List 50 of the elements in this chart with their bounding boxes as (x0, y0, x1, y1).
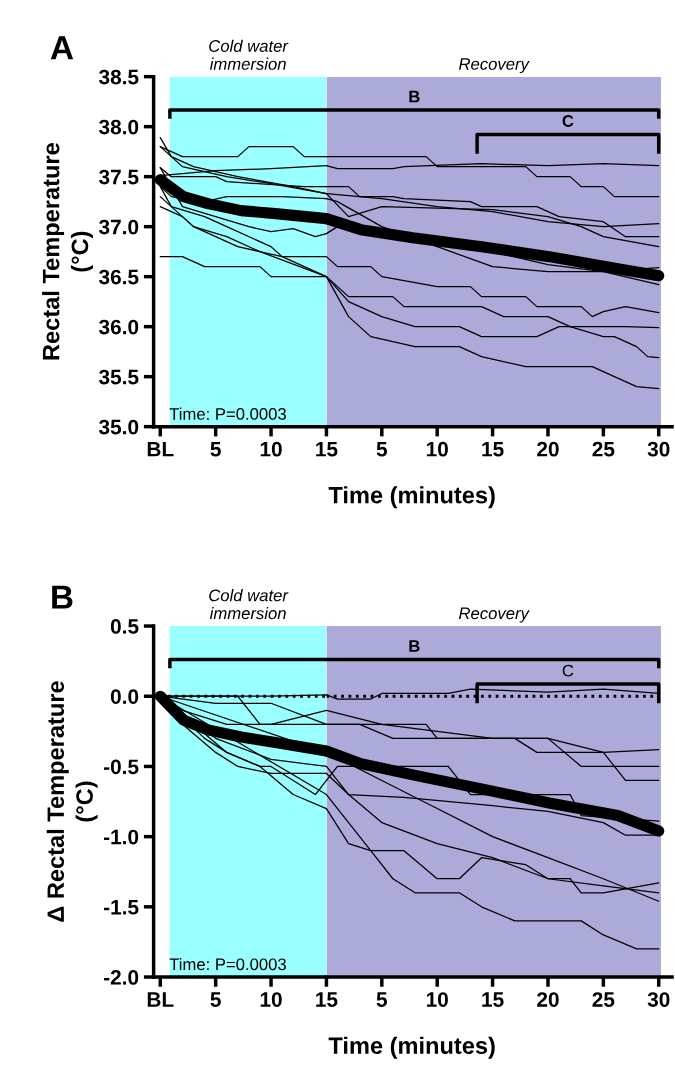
x-tick-label: 25 (592, 992, 615, 1007)
x-tick-label: 10 (426, 441, 448, 457)
annotation: C (562, 664, 574, 677)
y-tick-label: -1.0 (103, 829, 139, 845)
chart-title: B (52, 585, 73, 609)
y-tick-label: 36.5 (98, 269, 139, 285)
y-axis-title: Δ Rectal Temperature (°C) (46, 681, 98, 922)
x-tick-label: 15 (316, 992, 338, 1007)
y-tick-label: 0.0 (110, 689, 139, 704)
x-tick-label: 15 (482, 992, 504, 1007)
x-tick-label: 20 (537, 992, 559, 1007)
annotation: B (409, 90, 420, 103)
band-label: Recovery (459, 607, 530, 623)
y-tick-label: 35.5 (98, 369, 139, 385)
y-tick-label: 37.0 (98, 219, 139, 235)
x-tick-label: 30 (647, 992, 670, 1007)
annotation: Time: P=0.0003 (169, 407, 286, 420)
x-tick-label: 30 (647, 441, 670, 457)
annotation: B (409, 640, 420, 652)
x-tick-label: 25 (592, 441, 615, 457)
x-tick-label: 5 (376, 442, 388, 457)
annotation: C (562, 115, 574, 127)
y-tick-label: 38.5 (98, 69, 139, 85)
annotation: Time: P=0.0003 (169, 957, 286, 971)
x-tick-label: 5 (210, 442, 221, 457)
y-tick-label: 36.0 (98, 319, 139, 335)
x-tick-label: 10 (426, 992, 448, 1007)
x-axis-title: Time (minutes) (328, 1036, 495, 1059)
band-label: Recovery (459, 58, 530, 74)
band-label: Cold water immersion (209, 589, 289, 620)
chart-title: A (50, 36, 74, 60)
y-tick-label: 35.0 (98, 419, 139, 435)
y-tick-label: 0.5 (110, 619, 139, 634)
x-tick-label: 5 (376, 992, 388, 1007)
x-tick-label: 10 (260, 441, 282, 457)
x-tick-label: 10 (260, 992, 282, 1007)
band-label: Cold water immersion (209, 39, 289, 70)
x-tick-label: 15 (316, 442, 338, 457)
y-tick-label: -0.5 (103, 759, 139, 775)
x-tick-label: 15 (482, 442, 504, 457)
y-tick-label: -2.0 (103, 970, 139, 985)
y-tick-label: 37.5 (98, 169, 139, 185)
x-axis-title: Time (minutes) (328, 486, 495, 509)
x-tick-label: BL (147, 992, 174, 1007)
x-tick-label: BL (147, 442, 174, 457)
x-tick-label: 20 (537, 441, 559, 457)
x-tick-label: 5 (210, 992, 221, 1007)
y-tick-label: 38.0 (98, 119, 139, 135)
y-tick-label: -1.5 (103, 900, 139, 915)
y-axis-title: Rectal Temperature (°C) (42, 143, 93, 360)
